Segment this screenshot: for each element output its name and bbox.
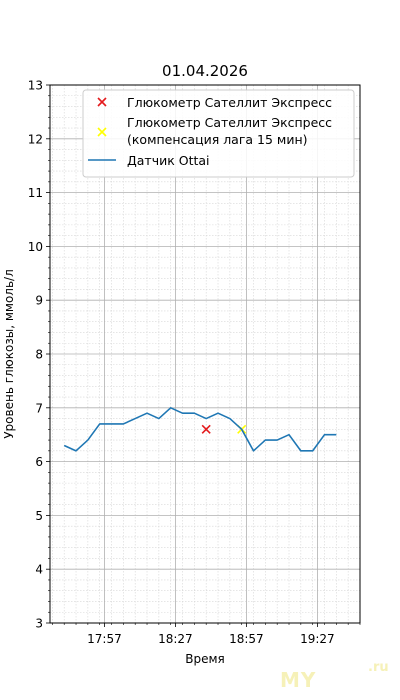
legend-label-line: (компенсация лага 15 мин): [127, 132, 308, 147]
marker-stroke: [97, 97, 107, 107]
legend-box: [82, 89, 355, 178]
legend-marker-1: [97, 127, 107, 137]
y-tick-label: 7: [35, 401, 43, 415]
y-tick-label: 12: [28, 132, 43, 146]
y-tick-label: 13: [28, 79, 43, 93]
y-tick-label: 4: [35, 563, 43, 577]
x-tick-label: 19:27: [300, 632, 335, 646]
marker-stroke: [97, 127, 107, 137]
x-tick-label: 18:27: [158, 632, 193, 646]
watermark-logo: MY: [280, 668, 317, 692]
y-tick-label: 11: [28, 186, 43, 200]
y-tick-label: 8: [35, 348, 43, 362]
x-axis: 17:57 18:27 18:57 19:27: [52, 623, 361, 646]
scatter-point-0: [201, 424, 211, 434]
legend-label-2: Датчик Ottai: [127, 153, 210, 168]
y-tick-label: 6: [35, 455, 43, 469]
y-tick-label: 3: [35, 617, 43, 631]
marker-stroke: [201, 424, 211, 434]
legend-label-line: Глюкометр Сателлит Экспресс: [127, 95, 332, 110]
legend-label-0: Глюкометр Сателлит Экспресс: [127, 95, 332, 110]
y-tick-label: 10: [28, 240, 43, 254]
chart-title: 01.04.2026: [162, 62, 248, 80]
y-tick-label: 5: [35, 509, 43, 523]
watermark-suffix: .ru: [368, 660, 389, 675]
y-axis: 3 4 5 6 7 8 9 10 11 12 13: [28, 79, 50, 631]
series-line-ottai: [63, 406, 337, 452]
x-tick-label: 18:57: [229, 632, 264, 646]
legend-label-line: Глюкометр Сателлит Экспресс: [127, 115, 332, 130]
y-axis-label: Уровень глюкозы, ммоль/л: [2, 269, 16, 439]
legend-label-line: Датчик Ottai: [127, 153, 210, 168]
series-layer: [63, 406, 337, 452]
legend-marker-0: [97, 97, 107, 107]
x-tick-label: 17:57: [87, 632, 122, 646]
x-axis-label: Время: [185, 652, 225, 666]
legend-label-1: Глюкометр Сателлит Экспресс (компенсация …: [127, 115, 332, 147]
y-tick-label: 9: [35, 294, 43, 308]
